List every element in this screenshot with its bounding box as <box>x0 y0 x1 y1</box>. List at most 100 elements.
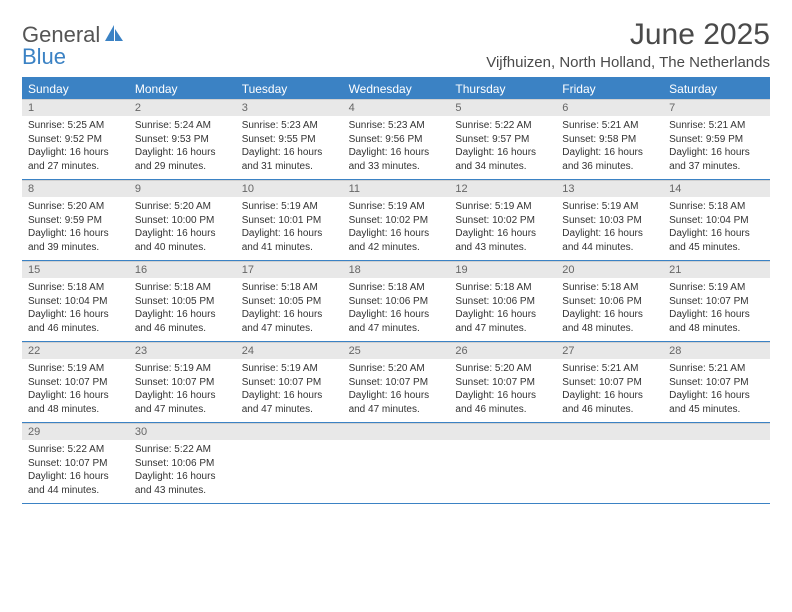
header: General Blue June 2025 Vijfhuizen, North… <box>22 18 770 71</box>
daylight-line1: Daylight: 16 hours <box>455 389 550 403</box>
calendar-cell: 3Sunrise: 5:23 AMSunset: 9:55 PMDaylight… <box>236 99 343 179</box>
day-details: Sunrise: 5:20 AMSunset: 9:59 PMDaylight:… <box>22 197 129 260</box>
daylight-line2: and 47 minutes. <box>455 322 550 336</box>
calendar-cell <box>343 423 450 503</box>
day-details: Sunrise: 5:23 AMSunset: 9:56 PMDaylight:… <box>343 116 450 179</box>
daylight-line1: Daylight: 16 hours <box>28 227 123 241</box>
day-number: 7 <box>663 99 770 116</box>
daylight-line1: Daylight: 16 hours <box>669 389 764 403</box>
day-number: 1 <box>22 99 129 116</box>
day-details: Sunrise: 5:19 AMSunset: 10:07 PMDaylight… <box>129 359 236 422</box>
logo: General Blue <box>22 18 124 68</box>
calendar-cell: 21Sunrise: 5:19 AMSunset: 10:07 PMDaylig… <box>663 261 770 341</box>
sunrise-text: Sunrise: 5:19 AM <box>349 200 444 214</box>
sunset-text: Sunset: 10:02 PM <box>349 214 444 228</box>
day-number: 8 <box>22 180 129 197</box>
daylight-line1: Daylight: 16 hours <box>28 308 123 322</box>
sunrise-text: Sunrise: 5:19 AM <box>669 281 764 295</box>
sunrise-text: Sunrise: 5:24 AM <box>135 119 230 133</box>
calendar-cell: 19Sunrise: 5:18 AMSunset: 10:06 PMDaylig… <box>449 261 556 341</box>
day-details <box>556 440 663 496</box>
sunset-text: Sunset: 9:52 PM <box>28 133 123 147</box>
day-details: Sunrise: 5:21 AMSunset: 10:07 PMDaylight… <box>663 359 770 422</box>
sunrise-text: Sunrise: 5:21 AM <box>669 119 764 133</box>
day-number: 29 <box>22 423 129 440</box>
daylight-line2: and 47 minutes. <box>349 403 444 417</box>
daylight-line2: and 34 minutes. <box>455 160 550 174</box>
sunset-text: Sunset: 10:07 PM <box>669 295 764 309</box>
sunset-text: Sunset: 10:06 PM <box>562 295 657 309</box>
sunset-text: Sunset: 10:04 PM <box>669 214 764 228</box>
day-number <box>343 423 450 440</box>
calendar-cell: 29Sunrise: 5:22 AMSunset: 10:07 PMDaylig… <box>22 423 129 503</box>
week-row: 1Sunrise: 5:25 AMSunset: 9:52 PMDaylight… <box>22 99 770 180</box>
day-header-cell: Sunday <box>22 79 129 99</box>
daylight-line2: and 43 minutes. <box>455 241 550 255</box>
sunset-text: Sunset: 10:07 PM <box>562 376 657 390</box>
day-number <box>236 423 343 440</box>
daylight-line2: and 31 minutes. <box>242 160 337 174</box>
day-details: Sunrise: 5:19 AMSunset: 10:03 PMDaylight… <box>556 197 663 260</box>
daylight-line2: and 47 minutes. <box>242 322 337 336</box>
daylight-line2: and 43 minutes. <box>135 484 230 498</box>
day-header-row: SundayMondayTuesdayWednesdayThursdayFrid… <box>22 79 770 99</box>
day-number: 6 <box>556 99 663 116</box>
day-details: Sunrise: 5:19 AMSunset: 10:07 PMDaylight… <box>22 359 129 422</box>
sunrise-text: Sunrise: 5:21 AM <box>669 362 764 376</box>
sunrise-text: Sunrise: 5:23 AM <box>242 119 337 133</box>
week-row: 8Sunrise: 5:20 AMSunset: 9:59 PMDaylight… <box>22 180 770 261</box>
sunrise-text: Sunrise: 5:20 AM <box>349 362 444 376</box>
day-details <box>663 440 770 496</box>
week-row: 29Sunrise: 5:22 AMSunset: 10:07 PMDaylig… <box>22 423 770 504</box>
sunset-text: Sunset: 9:56 PM <box>349 133 444 147</box>
sunset-text: Sunset: 10:02 PM <box>455 214 550 228</box>
day-details: Sunrise: 5:22 AMSunset: 9:57 PMDaylight:… <box>449 116 556 179</box>
day-number: 23 <box>129 342 236 359</box>
sunrise-text: Sunrise: 5:19 AM <box>242 200 337 214</box>
sunset-text: Sunset: 10:01 PM <box>242 214 337 228</box>
daylight-line1: Daylight: 16 hours <box>349 308 444 322</box>
sunrise-text: Sunrise: 5:19 AM <box>28 362 123 376</box>
sunset-text: Sunset: 10:06 PM <box>349 295 444 309</box>
day-details: Sunrise: 5:19 AMSunset: 10:02 PMDaylight… <box>343 197 450 260</box>
sunset-text: Sunset: 10:03 PM <box>562 214 657 228</box>
sunrise-text: Sunrise: 5:22 AM <box>455 119 550 133</box>
sunrise-text: Sunrise: 5:20 AM <box>28 200 123 214</box>
daylight-line1: Daylight: 16 hours <box>135 470 230 484</box>
calendar-cell <box>236 423 343 503</box>
day-number: 22 <box>22 342 129 359</box>
calendar-cell: 16Sunrise: 5:18 AMSunset: 10:05 PMDaylig… <box>129 261 236 341</box>
sunrise-text: Sunrise: 5:22 AM <box>135 443 230 457</box>
sunset-text: Sunset: 9:53 PM <box>135 133 230 147</box>
daylight-line1: Daylight: 16 hours <box>28 470 123 484</box>
sunrise-text: Sunrise: 5:22 AM <box>28 443 123 457</box>
sunrise-text: Sunrise: 5:18 AM <box>28 281 123 295</box>
day-details: Sunrise: 5:18 AMSunset: 10:05 PMDaylight… <box>129 278 236 341</box>
day-number: 12 <box>449 180 556 197</box>
daylight-line2: and 44 minutes. <box>28 484 123 498</box>
day-header-cell: Friday <box>556 79 663 99</box>
sunset-text: Sunset: 9:57 PM <box>455 133 550 147</box>
calendar: SundayMondayTuesdayWednesdayThursdayFrid… <box>22 77 770 504</box>
day-details: Sunrise: 5:18 AMSunset: 10:05 PMDaylight… <box>236 278 343 341</box>
day-details <box>343 440 450 496</box>
day-number: 11 <box>343 180 450 197</box>
month-title: June 2025 <box>486 18 770 52</box>
calendar-cell: 27Sunrise: 5:21 AMSunset: 10:07 PMDaylig… <box>556 342 663 422</box>
calendar-cell: 12Sunrise: 5:19 AMSunset: 10:02 PMDaylig… <box>449 180 556 260</box>
calendar-cell: 25Sunrise: 5:20 AMSunset: 10:07 PMDaylig… <box>343 342 450 422</box>
day-details: Sunrise: 5:18 AMSunset: 10:06 PMDaylight… <box>556 278 663 341</box>
day-details <box>449 440 556 496</box>
sunset-text: Sunset: 10:07 PM <box>242 376 337 390</box>
sunset-text: Sunset: 9:58 PM <box>562 133 657 147</box>
calendar-cell: 30Sunrise: 5:22 AMSunset: 10:06 PMDaylig… <box>129 423 236 503</box>
day-number: 3 <box>236 99 343 116</box>
day-number: 26 <box>449 342 556 359</box>
daylight-line2: and 46 minutes. <box>135 322 230 336</box>
calendar-cell: 1Sunrise: 5:25 AMSunset: 9:52 PMDaylight… <box>22 99 129 179</box>
day-details: Sunrise: 5:20 AMSunset: 10:07 PMDaylight… <box>343 359 450 422</box>
day-number: 2 <box>129 99 236 116</box>
sunset-text: Sunset: 10:05 PM <box>242 295 337 309</box>
calendar-cell: 15Sunrise: 5:18 AMSunset: 10:04 PMDaylig… <box>22 261 129 341</box>
daylight-line1: Daylight: 16 hours <box>349 146 444 160</box>
